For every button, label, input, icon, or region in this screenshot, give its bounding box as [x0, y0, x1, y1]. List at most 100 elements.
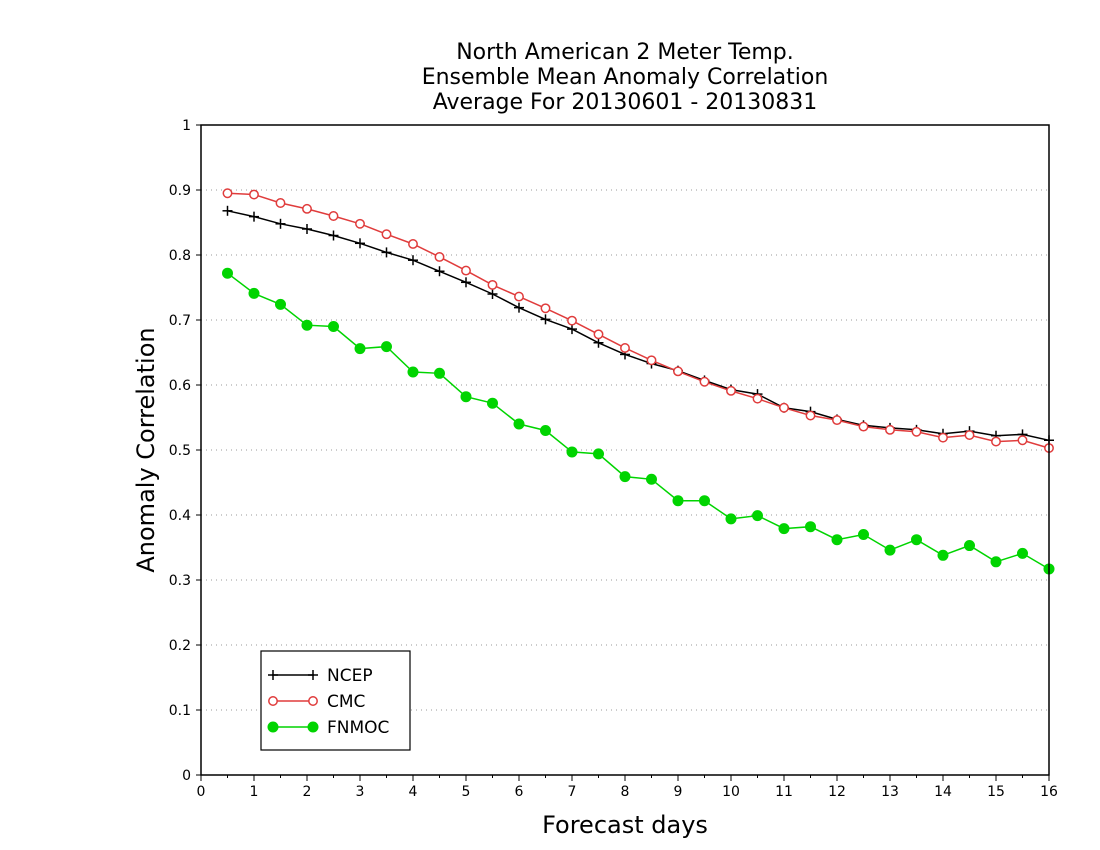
data-point-fnmoc: [513, 418, 525, 430]
y-tick-label: 1: [182, 118, 191, 134]
data-point-cmc: [249, 189, 259, 200]
data-point-ncep: [302, 224, 312, 234]
data-point-fnmoc: [566, 446, 578, 458]
chart-title: North American 2 Meter Temp. Ensemble Me…: [422, 40, 829, 115]
data-point-fnmoc: [460, 391, 472, 403]
data-point-fnmoc: [540, 425, 551, 436]
data-point-cmc: [858, 421, 869, 432]
data-point-ncep: [408, 255, 418, 266]
y-tick-label: 0.6: [169, 378, 191, 394]
data-point-fnmoc: [699, 495, 710, 507]
data-point-fnmoc: [990, 556, 1002, 568]
data-point-ncep: [328, 230, 339, 241]
data-point-cmc: [434, 252, 445, 262]
x-tick-label: 9: [674, 784, 683, 800]
data-point-ncep: [461, 277, 471, 288]
x-tick-label: 0: [197, 784, 206, 800]
legend-marker-cmc: [268, 696, 278, 706]
legend-label-cmc: CMC: [327, 692, 365, 712]
legend: NCEP CMC FNMOC: [260, 650, 411, 751]
y-tick-label: 0.1: [169, 703, 191, 719]
data-point-ncep: [593, 337, 604, 348]
data-point-cmc: [779, 402, 789, 413]
data-point-cmc: [408, 239, 418, 249]
data-point-cmc: [540, 303, 551, 314]
chart-title-line-1: North American 2 Meter Temp.: [456, 40, 794, 65]
data-point-fnmoc: [275, 298, 286, 310]
y-tick-label: 0.7: [169, 313, 191, 329]
data-point-cmc: [222, 188, 233, 199]
data-point-cmc: [514, 291, 524, 302]
legend-marker-ncep: [268, 670, 278, 680]
data-point-cmc: [620, 343, 630, 353]
data-point-fnmoc: [222, 267, 233, 279]
data-point-cmc: [302, 203, 312, 214]
data-point-fnmoc: [725, 513, 737, 525]
data-point-cmc: [699, 376, 710, 387]
data-point-ncep: [434, 266, 445, 277]
data-point-cmc: [646, 355, 657, 366]
data-point-cmc: [991, 436, 1001, 447]
y-tick-label: 0.2: [169, 638, 191, 654]
legend-label-ncep: NCEP: [327, 666, 373, 686]
data-point-fnmoc: [805, 521, 816, 533]
x-axis-label: Forecast days: [542, 811, 708, 839]
data-point-cmc: [567, 315, 577, 326]
data-point-fnmoc: [354, 343, 366, 355]
data-point-fnmoc: [831, 534, 843, 546]
chart-title-line-3: Average For 20130601 - 20130831: [433, 90, 818, 115]
data-point-fnmoc: [937, 549, 949, 561]
y-axis-label: Anomaly Correlation: [132, 327, 160, 572]
data-point-fnmoc: [646, 473, 657, 485]
y-axis-ticks: 0 0.1 0.2 0.3 0.4 0.5 0.6 0.7 0.8 0.9 1: [169, 118, 201, 784]
data-point-cmc: [964, 430, 975, 440]
x-tick-label: 2: [303, 784, 312, 800]
data-point-fnmoc: [593, 448, 604, 460]
data-point-fnmoc: [381, 341, 392, 353]
data-point-fnmoc: [434, 367, 445, 379]
x-tick-label: 13: [881, 784, 899, 800]
data-point-ncep: [567, 324, 577, 335]
data-point-fnmoc: [778, 523, 790, 535]
data-point-fnmoc: [248, 287, 260, 299]
y-tick-label: 0.5: [169, 443, 191, 459]
data-point-fnmoc: [619, 471, 631, 483]
data-point-fnmoc: [884, 544, 896, 556]
y-tick-label: 0: [182, 768, 191, 784]
chart-title-line-2: Ensemble Mean Anomaly Correlation: [422, 65, 829, 90]
x-tick-label: 4: [409, 784, 418, 800]
data-point-fnmoc: [328, 321, 339, 332]
legend-item-cmc: CMC: [268, 692, 365, 712]
series-fnmoc: [222, 267, 1055, 575]
data-point-fnmoc: [752, 510, 763, 522]
data-point-fnmoc: [487, 397, 498, 409]
x-tick-label: 14: [934, 784, 952, 800]
x-tick-label: 10: [722, 784, 740, 800]
data-point-fnmoc: [407, 366, 419, 378]
data-point-cmc: [673, 366, 683, 377]
data-point-cmc: [726, 385, 736, 396]
series-cmc: [222, 188, 1054, 453]
data-point-cmc: [381, 229, 392, 240]
x-tick-label: 8: [621, 784, 630, 800]
legend-marker-fnmoc: [267, 721, 279, 733]
x-tick-label: 16: [1040, 784, 1058, 800]
legend-label-fnmoc: FNMOC: [327, 718, 389, 738]
x-tick-label: 6: [515, 784, 524, 800]
data-series: [222, 188, 1055, 575]
x-axis-ticks: 0 1 2 3 4 5 6 7 8 9 10 11 12 13 14 15 16: [197, 775, 1058, 800]
data-point-fnmoc: [858, 529, 869, 540]
data-point-ncep: [275, 218, 286, 229]
data-point-cmc: [938, 432, 948, 443]
legend-item-fnmoc: FNMOC: [267, 718, 389, 738]
data-point-ncep: [355, 238, 365, 249]
data-point-ncep: [222, 205, 233, 216]
data-point-fnmoc: [964, 540, 975, 552]
data-point-fnmoc: [1017, 547, 1028, 559]
legend-marker-fnmoc: [307, 721, 319, 733]
data-point-cmc: [911, 426, 922, 437]
x-tick-label: 7: [568, 784, 577, 800]
x-tick-label: 1: [250, 784, 259, 800]
legend-item-ncep: NCEP: [268, 666, 373, 686]
